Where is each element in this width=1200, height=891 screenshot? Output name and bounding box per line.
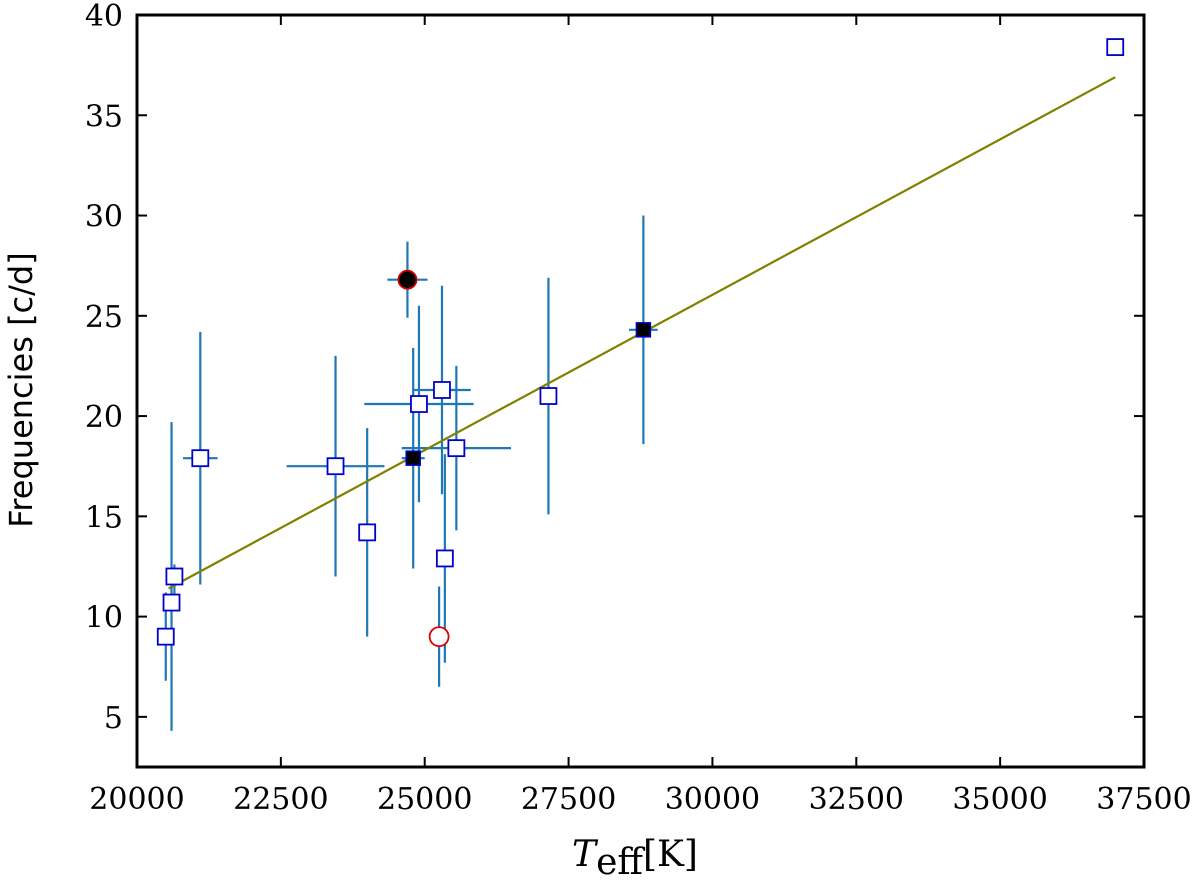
data-point-open-square: [433, 381, 451, 399]
data-point-open-square: [191, 449, 210, 468]
x-tick-label: 27500: [521, 782, 616, 817]
data-point-filled-circle: [397, 269, 418, 290]
x-axis-label: Teff[K]: [572, 834, 698, 883]
data-point-filled-square: [635, 322, 652, 338]
data-point-open-square: [326, 457, 345, 476]
x-tick-label: 35000: [952, 782, 1047, 817]
x-tick-label: 22500: [233, 782, 328, 817]
data-point-open-square: [156, 627, 175, 646]
data-point-open-square: [410, 395, 428, 413]
data-point-open-square: [165, 567, 184, 586]
x-tick-label: 37500: [1096, 782, 1191, 817]
y-tick-label: 20: [85, 400, 123, 435]
y-tick-label: 40: [85, 0, 123, 34]
y-tick-label: 35: [85, 99, 123, 134]
x-axis-label-symbol: T: [572, 834, 599, 875]
y-tick-label: 5: [104, 701, 123, 736]
y-tick-label: 30: [85, 200, 123, 235]
x-tick-label: 32500: [809, 782, 904, 817]
data-point-open-square: [539, 387, 558, 405]
data-point-open-square: [447, 439, 466, 458]
data-markers: [156, 38, 1125, 648]
data-point-open-circle: [428, 626, 450, 648]
y-tick-label: 10: [85, 601, 123, 636]
x-axis-label-subscript: eff: [596, 842, 645, 883]
x-axis-label-unit: [K]: [643, 834, 698, 875]
axis-ticks: 20000 22500 25000 27500 30000 32500 35000 37500…: [85, 0, 1192, 817]
x-tick-label: 30000: [665, 782, 760, 817]
plot-frame: [135, 13, 1146, 769]
x-tick-label: 25000: [377, 782, 472, 817]
x-tick-label: 20000: [89, 782, 184, 817]
y-tick-label: 25: [85, 300, 123, 335]
y-axis-label: Frequencies [c/d]: [2, 252, 40, 527]
error-bars: [164, 215, 658, 731]
data-point-open-square: [358, 523, 377, 542]
data-point-open-square: [162, 593, 181, 612]
data-point-open-square: [435, 549, 454, 568]
y-tick-label: 15: [85, 500, 123, 535]
data-point-filled-square: [405, 450, 421, 466]
data-point-open-square: [1106, 38, 1125, 56]
